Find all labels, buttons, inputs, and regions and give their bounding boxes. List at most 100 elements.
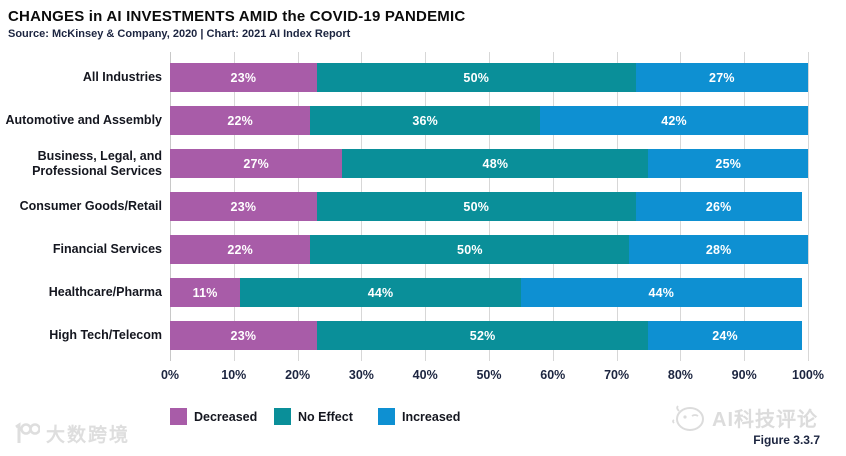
segment-value-label: 52% bbox=[469, 328, 496, 343]
legend-item-decreased: Decreased bbox=[170, 408, 274, 425]
segment-value-label: 50% bbox=[457, 242, 483, 257]
segment-value-label: 44% bbox=[648, 285, 675, 300]
bar-segment-decreased: 22% bbox=[170, 106, 311, 135]
bar-row: 22% 36% 42% bbox=[170, 99, 808, 142]
bar-row: 23% 50% 27% bbox=[170, 56, 808, 99]
bar-row: 11% 44% 44% bbox=[170, 271, 808, 314]
x-tick-label: 10% bbox=[221, 368, 247, 382]
segment-value-label: 48% bbox=[482, 156, 509, 171]
x-tick-label: 80% bbox=[667, 368, 693, 382]
x-tick-label: 60% bbox=[540, 368, 566, 382]
x-axis: 0% 10% 20% 30% 40% 50% 60% 70% 80% 90% 100% bbox=[161, 368, 824, 386]
chart-source-line: Source: McKinsey & Company, 2020 | Chart… bbox=[8, 28, 351, 40]
segment-value-label: 27% bbox=[709, 70, 735, 85]
x-tick-label: 50% bbox=[476, 368, 502, 382]
bar-segment-decreased: 23% bbox=[170, 192, 317, 221]
bar-rows: 23% 50% 27% 22% 36% 42% 27% 48% 25% 23% 50% 26% 22% 5… bbox=[170, 56, 808, 357]
watermark-left: 大数跨境 bbox=[10, 420, 130, 447]
x-tick-label: 40% bbox=[412, 368, 438, 382]
legend-swatch bbox=[274, 408, 291, 425]
bar-segment-increased: 42% bbox=[540, 106, 808, 135]
watermark-left-logo bbox=[15, 421, 40, 443]
segment-value-label: 27% bbox=[243, 156, 269, 171]
segment-value-label: 25% bbox=[715, 156, 742, 171]
gridline-100% bbox=[808, 52, 809, 361]
category-label: Healthcare/Pharma bbox=[48, 285, 162, 299]
bar-segment-no-effect: 36% bbox=[310, 106, 541, 135]
bar-segment-no-effect: 48% bbox=[342, 149, 649, 178]
x-tick-label: 0% bbox=[160, 368, 180, 382]
bar-segment-increased: 27% bbox=[635, 63, 808, 92]
bar-segment-increased: 26% bbox=[635, 192, 802, 221]
chart-header: CHANGES in AI INVESTMENTS AMID the COVID… bbox=[0, 0, 846, 40]
legend-label: Decreased bbox=[194, 409, 258, 424]
segment-value-label: 22% bbox=[227, 113, 253, 128]
category-label: Automotive and Assembly bbox=[5, 113, 162, 127]
bar-segment-no-effect: 44% bbox=[240, 278, 521, 307]
segment-value-label: 24% bbox=[712, 328, 738, 343]
x-tick-label: 20% bbox=[285, 368, 311, 382]
segment-value-label: 28% bbox=[705, 242, 732, 257]
bar-segment-increased: 28% bbox=[629, 235, 808, 264]
category-labels: All Industries Automotive and Assembly Bus… bbox=[0, 56, 162, 357]
watermark-right-text: AI科技评论 bbox=[712, 409, 818, 431]
stacked-bar: 23% 50% 27% bbox=[170, 63, 808, 92]
x-tick-label: 100% bbox=[792, 368, 824, 382]
legend-item-increased: Increased bbox=[378, 408, 482, 425]
bar-segment-decreased: 23% bbox=[170, 321, 317, 350]
stacked-bar: 27% 48% 25% bbox=[170, 149, 808, 178]
bar-segment-no-effect: 50% bbox=[316, 192, 636, 221]
x-tick-label: 90% bbox=[731, 368, 757, 382]
bar-row: 27% 48% 25% bbox=[170, 142, 808, 185]
bar-row: 23% 52% 24% bbox=[170, 314, 808, 357]
watermark-right: AI科技评论 bbox=[672, 403, 818, 432]
watermark-right-logo bbox=[672, 404, 704, 431]
bar-row: 22% 50% 28% bbox=[170, 228, 808, 271]
figure-number: Figure 3.3.7 bbox=[753, 433, 820, 447]
segment-value-label: 23% bbox=[230, 199, 257, 214]
bar-segment-no-effect: 50% bbox=[316, 63, 636, 92]
bar-row: 23% 50% 26% bbox=[170, 185, 808, 228]
legend-swatch bbox=[170, 408, 187, 425]
chart-title: CHANGES in AI INVESTMENTS AMID the COVID… bbox=[8, 8, 466, 25]
legend: Decreased No Effect Increased bbox=[170, 408, 482, 425]
bar-segment-decreased: 27% bbox=[170, 149, 343, 178]
segment-value-label: 44% bbox=[367, 285, 394, 300]
legend-swatch bbox=[378, 408, 395, 425]
category-label: All Industries bbox=[82, 70, 162, 84]
segment-value-label: 26% bbox=[705, 199, 732, 214]
stacked-bar: 22% 36% 42% bbox=[170, 106, 808, 135]
segment-value-label: 50% bbox=[463, 199, 490, 214]
segment-value-label: 11% bbox=[192, 285, 218, 300]
category-label: Consumer Goods/Retail bbox=[19, 199, 162, 213]
segment-value-label: 42% bbox=[661, 113, 687, 128]
segment-value-label: 22% bbox=[227, 242, 253, 257]
category-label: Financial Services bbox=[52, 242, 162, 256]
bar-segment-increased: 25% bbox=[648, 149, 808, 178]
segment-value-label: 36% bbox=[412, 113, 438, 128]
stacked-bar: 11% 44% 44% bbox=[170, 278, 808, 307]
stacked-bar: 23% 50% 26% bbox=[170, 192, 808, 221]
legend-label: No Effect bbox=[298, 409, 353, 424]
segment-value-label: 23% bbox=[230, 328, 257, 343]
bar-segment-no-effect: 50% bbox=[310, 235, 630, 264]
x-tick-label: 70% bbox=[604, 368, 630, 382]
bar-segment-increased: 24% bbox=[648, 321, 802, 350]
bar-segment-decreased: 11% bbox=[170, 278, 241, 307]
legend-item-no-effect: No Effect bbox=[274, 408, 378, 425]
bar-segment-no-effect: 52% bbox=[316, 321, 649, 350]
x-tick-label: 30% bbox=[348, 368, 374, 382]
stacked-bar: 23% 52% 24% bbox=[170, 321, 808, 350]
bar-segment-decreased: 22% bbox=[170, 235, 311, 264]
bar-segment-increased: 44% bbox=[520, 278, 802, 307]
stacked-bar: 22% 50% 28% bbox=[170, 235, 808, 264]
category-label: High Tech/Telecom bbox=[49, 328, 162, 342]
bar-segment-decreased: 23% bbox=[170, 63, 317, 92]
segment-value-label: 23% bbox=[230, 70, 257, 85]
category-label: Business, Legal, and Professional Servic… bbox=[32, 148, 162, 178]
legend-label: Increased bbox=[402, 409, 461, 424]
stacked-bar-chart: 23% 50% 27% 22% 36% 42% 27% 48% 25% 23% 50% 26% 22% 5… bbox=[170, 52, 809, 361]
segment-value-label: 50% bbox=[463, 70, 490, 85]
watermark-left-text: 大数跨境 bbox=[46, 425, 131, 446]
